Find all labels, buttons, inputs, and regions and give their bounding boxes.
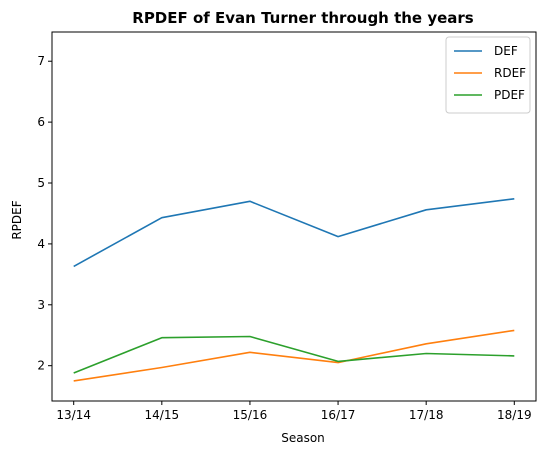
y-tick-label: 4 [37, 237, 45, 251]
y-tick-label: 3 [37, 298, 45, 312]
legend-label-def: DEF [494, 44, 518, 58]
y-tick-label: 5 [37, 176, 45, 190]
x-axis-label: Season [281, 431, 325, 445]
series-line-def [73, 198, 515, 268]
legend-label-pdef: PDEF [494, 88, 525, 102]
legend-box [445, 36, 531, 114]
x-tick-label: 15/16 [233, 408, 268, 422]
plot-frame [51, 31, 537, 402]
plot-area [51, 31, 537, 402]
series-layer [73, 198, 515, 382]
x-tick-label: 18/19 [497, 408, 532, 422]
x-tick-label: 17/18 [409, 408, 444, 422]
x-tick-label: 13/14 [56, 408, 91, 422]
legend-label-rdef: RDEF [494, 66, 526, 80]
y-tick-label: 2 [37, 359, 45, 373]
chart-title: RPDEF of Evan Turner through the years [132, 9, 474, 27]
x-axis: 13/14 14/15 15/16 16/17 17/18 18/19 [56, 401, 532, 422]
series-line-pdef [73, 335, 515, 374]
y-axis: 2 3 4 5 6 7 [37, 54, 52, 373]
y-tick-label: 6 [37, 115, 45, 129]
x-tick-label: 14/15 [145, 408, 180, 422]
series-line-rdef [73, 329, 515, 382]
y-tick-label: 7 [37, 54, 45, 68]
x-tick-label: 16/17 [321, 408, 356, 422]
y-axis-label: RPDEF [10, 200, 24, 239]
legend: DEF RDEF PDEF [445, 36, 531, 114]
